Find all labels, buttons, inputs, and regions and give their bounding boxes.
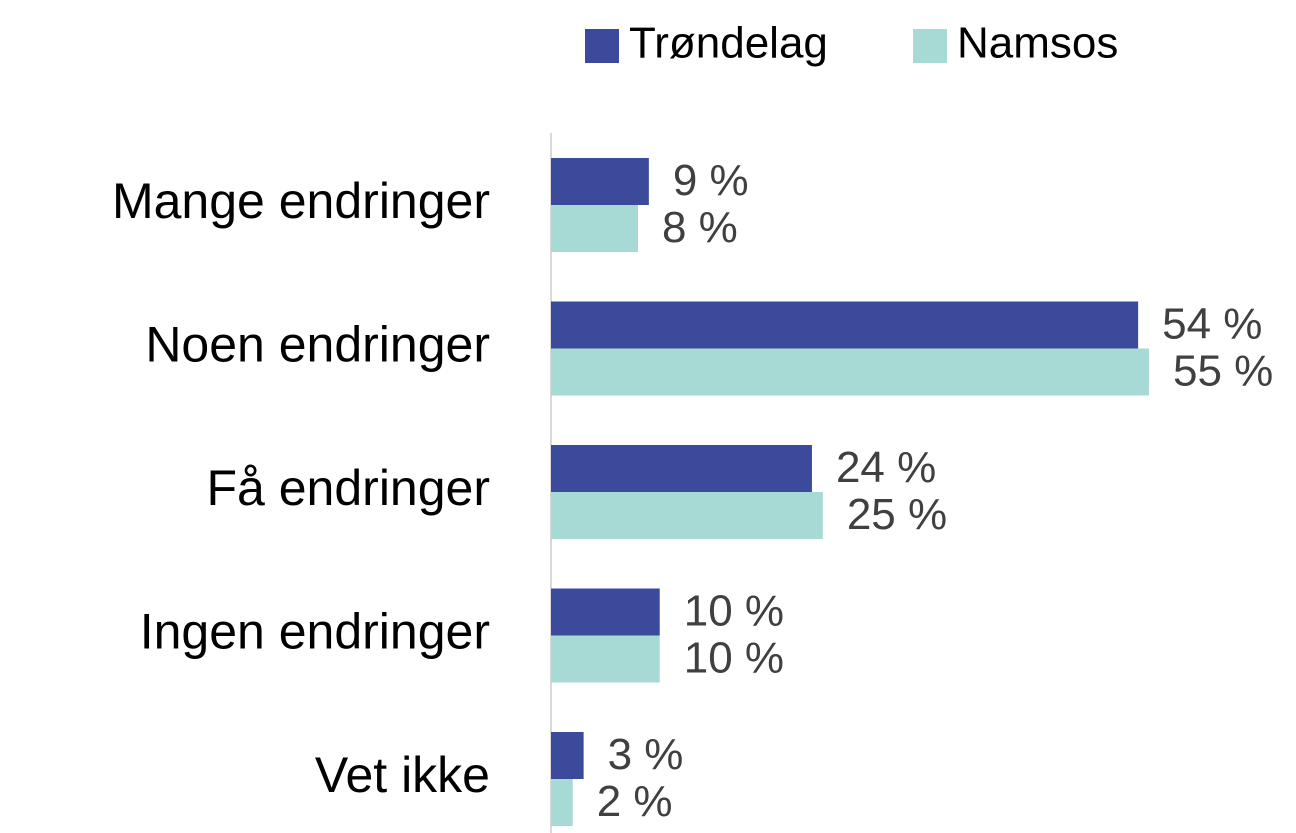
bar — [551, 732, 584, 779]
category-label: Få endringer — [207, 460, 491, 516]
value-label: 54 % — [1162, 300, 1262, 349]
category-label: Mange endringer — [112, 173, 490, 229]
legend-swatch — [913, 29, 947, 63]
legend-swatch — [585, 29, 619, 63]
value-label: 2 % — [597, 777, 673, 826]
bar — [551, 635, 660, 683]
category-label: Noen endringer — [145, 317, 490, 373]
bar — [551, 779, 573, 826]
bar — [551, 301, 1139, 349]
value-label: 10 % — [684, 634, 784, 683]
value-label: 3 % — [608, 730, 684, 779]
value-label: 25 % — [847, 490, 947, 539]
bar — [551, 492, 823, 539]
bar — [551, 205, 638, 252]
value-label: 24 % — [836, 443, 936, 492]
bar — [551, 588, 660, 636]
bar — [551, 348, 1149, 396]
legend-label: Trøndelag — [629, 19, 828, 68]
value-label: 10 % — [684, 587, 784, 636]
legend-label: Namsos — [957, 19, 1118, 68]
bar — [551, 158, 649, 205]
value-label: 55 % — [1173, 347, 1273, 396]
value-label: 9 % — [673, 156, 749, 205]
category-label: Vet ikke — [315, 747, 490, 803]
category-label: Ingen endringer — [140, 604, 490, 660]
value-label: 8 % — [662, 203, 738, 252]
bar — [551, 445, 812, 492]
